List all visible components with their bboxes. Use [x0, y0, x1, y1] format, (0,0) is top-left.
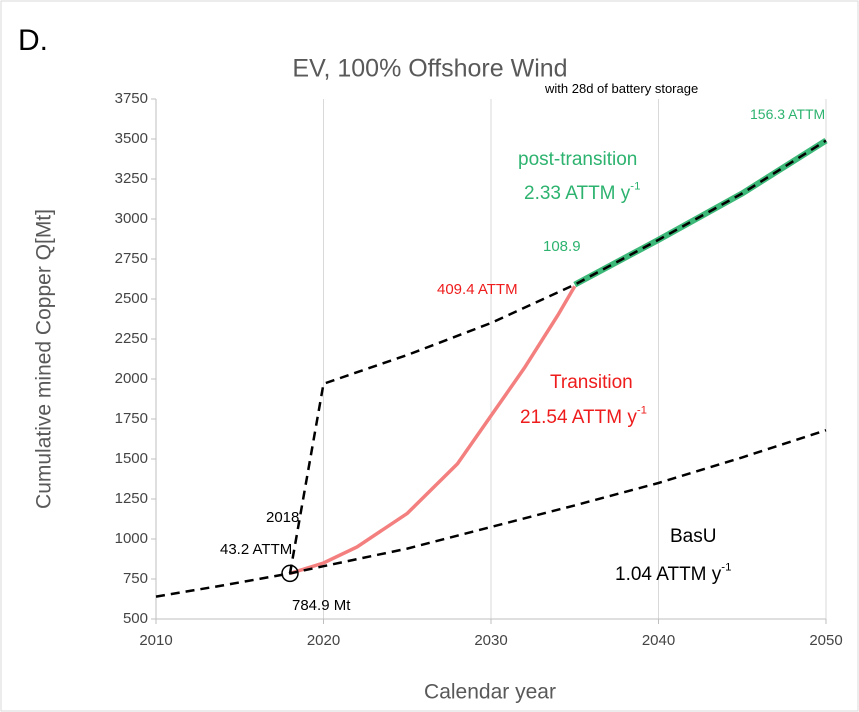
annotation: post-transition [518, 149, 637, 170]
y-tick-label: 750 [123, 570, 148, 587]
annotation-text: with 28d of battery storage [544, 81, 698, 96]
y-tick-label: 2750 [115, 250, 148, 267]
y-tick-label: 1250 [115, 490, 148, 507]
y-tick-label: 1000 [115, 530, 148, 547]
annotation: with 28d of battery storage [544, 81, 698, 96]
y-tick-label: 3250 [115, 170, 148, 187]
y-axis-label: Cumulative mined Copper Q[Mt] [33, 209, 56, 509]
annotation-text: 156.3 ATTM [750, 106, 825, 122]
x-axis-label: Calendar year [424, 681, 556, 704]
marker [281, 564, 299, 583]
annotation-text: 2.33 ATTM y [524, 183, 631, 204]
annotation: 21.54 ATTM y-1 [520, 404, 647, 428]
y-tick-label: 3750 [115, 90, 148, 107]
annotation: 2018 [266, 509, 299, 526]
series-line [289, 285, 577, 576]
annotation: BasU [670, 526, 716, 547]
x-tick-label: 2050 [809, 632, 842, 649]
y-tick-label: 1750 [115, 410, 148, 427]
y-tick-label: 2250 [115, 330, 148, 347]
y-tick-label: 3000 [115, 210, 148, 227]
annotation: 1.04 ATTM y-1 [615, 561, 731, 585]
annotation-text: 2018 [266, 509, 299, 526]
annotation: 108.9 [543, 238, 581, 255]
annotation-text: 1.04 ATTM y [615, 564, 722, 585]
annotation-text: post-transition [518, 149, 637, 170]
y-tick-label: 1500 [115, 450, 148, 467]
annotation-text: 108.9 [543, 238, 581, 255]
x-tick-label: 2030 [474, 632, 507, 649]
annotation: D. [18, 24, 48, 57]
annotation-text: BasU [670, 526, 716, 547]
annotation-sup: -1 [630, 180, 640, 192]
annotation: 43.2 ATTM [220, 541, 292, 558]
annotation-text: 21.54 ATTM y [520, 407, 637, 428]
annotation-text: D. [18, 24, 48, 57]
y-tick-label: 2500 [115, 290, 148, 307]
x-tick-label: 2010 [139, 632, 172, 649]
annotation: 409.4 ATTM [437, 281, 518, 298]
annotation-text: 784.9 Mt [292, 597, 351, 614]
annotation-sup: -1 [637, 404, 647, 416]
annotation: 156.3 ATTM [750, 106, 825, 122]
y-tick-label: 2000 [115, 370, 148, 387]
annotation-sup: -1 [721, 561, 731, 573]
series-line [155, 429, 827, 598]
x-tick-label: 2040 [642, 632, 675, 649]
annotation-text: Transition [550, 372, 633, 393]
annotation-text: 43.2 ATTM [220, 541, 292, 558]
annotation: Transition [550, 372, 633, 393]
x-tick-label: 2020 [307, 632, 340, 649]
y-tick-label: 500 [123, 610, 148, 627]
y-tick-label: 3500 [115, 130, 148, 147]
annotation: 2.33 ATTM y-1 [524, 180, 640, 204]
annotation-text: 409.4 ATTM [437, 281, 518, 298]
series-line [288, 139, 827, 574]
annotation: 784.9 Mt [292, 597, 351, 614]
chart-title: EV, 100% Offshore Wind [292, 55, 567, 83]
